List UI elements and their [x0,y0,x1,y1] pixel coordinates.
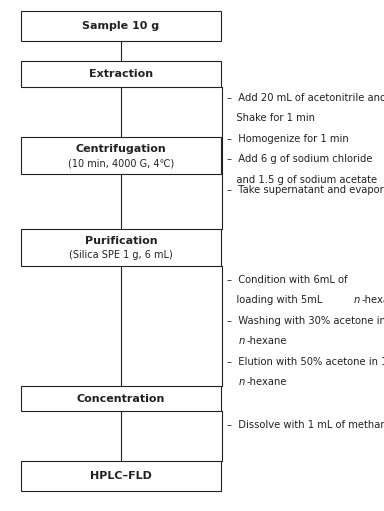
Text: –  Condition with 6mL of: – Condition with 6mL of [227,275,350,285]
FancyBboxPatch shape [21,386,221,411]
Text: and 1.5 g of sodium acetate: and 1.5 g of sodium acetate [227,175,377,185]
FancyBboxPatch shape [21,61,221,87]
Text: –  Dissolve with 1 mL of methanol: – Dissolve with 1 mL of methanol [227,420,384,430]
FancyBboxPatch shape [21,11,221,41]
Text: Concentration: Concentration [77,393,165,404]
Text: loading with 5mL: loading with 5mL [227,295,325,306]
Text: Centrifugation: Centrifugation [76,144,166,154]
Text: n: n [239,377,245,387]
Text: Purification: Purification [84,236,157,246]
Text: –  Washing with 30% acetone in 6 mL of: – Washing with 30% acetone in 6 mL of [227,316,384,326]
Text: –  Add 20 mL of acetonitrile and: – Add 20 mL of acetonitrile and [227,93,384,103]
Text: -hexane: -hexane [247,377,287,387]
Text: –  Take supernatant and evaporate: – Take supernatant and evaporate [227,185,384,195]
Text: –  Homogenize for 1 min: – Homogenize for 1 min [227,134,348,144]
Text: (10 min, 4000 G, 4℃): (10 min, 4000 G, 4℃) [68,158,174,169]
Text: (Silica SPE 1 g, 6 mL): (Silica SPE 1 g, 6 mL) [69,250,173,261]
FancyBboxPatch shape [21,137,221,174]
Text: n: n [354,295,360,306]
Text: –  Elution with 50% acetone in 10 mL of: – Elution with 50% acetone in 10 mL of [227,357,384,367]
Text: HPLC–FLD: HPLC–FLD [90,471,152,481]
FancyBboxPatch shape [21,461,221,491]
Text: –  Add 6 g of sodium chloride: – Add 6 g of sodium chloride [227,154,372,165]
Text: Extraction: Extraction [89,69,153,79]
Text: n: n [239,336,245,346]
Text: Sample 10 g: Sample 10 g [83,21,159,31]
Text: -hexane: -hexane [362,295,384,306]
FancyBboxPatch shape [21,229,221,266]
Text: Shake for 1 min: Shake for 1 min [227,113,314,124]
Text: -hexane: -hexane [247,336,287,346]
